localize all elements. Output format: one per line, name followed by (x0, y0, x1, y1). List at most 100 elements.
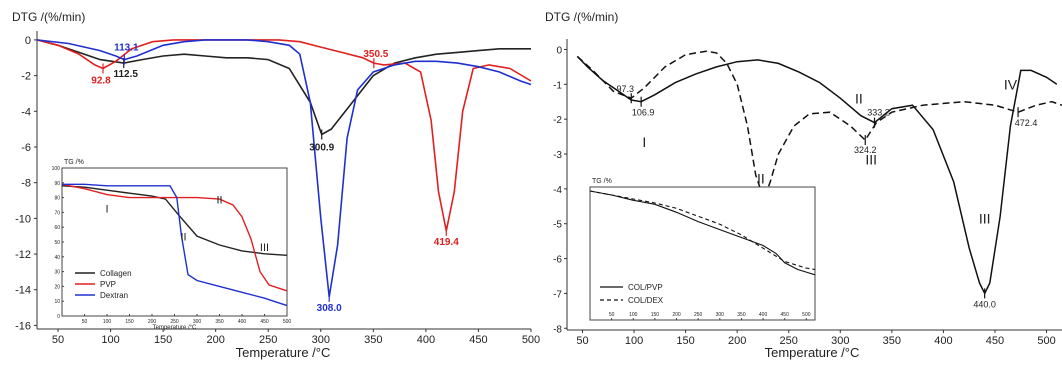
left-inset-y-tick-label: 70 (54, 210, 60, 216)
right-chart: DTG /(%/min) Temperature /°C 0 -1 -2 -3 -4 -5 -6… (545, 10, 1062, 360)
left-peak-label: 113.1 (114, 43, 139, 54)
right-series-line-1 (576, 50, 1062, 202)
left-inset-y-tick-label: 0 (57, 314, 60, 320)
left-inset-x-tick-label: 150 (125, 319, 134, 325)
left-inset-y-tick-label: 20 (54, 284, 60, 290)
left-inset-x-tick-label: 300 (193, 319, 202, 325)
left-inset-x-tick-label: 250 (170, 319, 179, 325)
right-inset-series-line-0 (589, 190, 816, 276)
right-peak-label: 333.2 (867, 108, 890, 118)
right-x-tick-label: 350 (883, 335, 901, 347)
left-x-tick-label: 500 (522, 334, 540, 346)
left-series-line-2 (36, 39, 532, 298)
left-inset-region-label: III (260, 242, 269, 254)
left-x-tick-label: 150 (154, 334, 172, 346)
right-inset-x-tick-label: 50 (609, 312, 615, 318)
left-peak-label: 308.0 (317, 303, 342, 314)
left-chart: DTG /(%/min) Temperature /°C 0 -2 -4 -6 -8 -10 -… (12, 10, 540, 360)
left-peak-label: 92.8 (91, 75, 111, 86)
left-x-tick-label: 450 (469, 334, 487, 346)
right-inset: TG /% 50 100 150 200 250 300 350 400 450 500 COL/PV… (589, 178, 816, 321)
right-inset-legend-label: COL/DEX (628, 296, 664, 305)
right-region-label: III (865, 151, 877, 167)
right-region-label: II (855, 90, 863, 106)
left-inset-x-tick-label: 350 (215, 319, 224, 325)
left-x-tick-label: 400 (417, 334, 435, 346)
right-y-tick-label: -8 (553, 324, 562, 335)
left-inset-y-tick-label: 60 (54, 225, 60, 231)
right-x-tick-label: 400 (934, 335, 952, 347)
left-y-tick-label: -4 (21, 106, 31, 118)
left-inset-x-tick-label: 100 (103, 319, 112, 325)
left-inset-y-tick-label: 90 (54, 181, 60, 187)
right-series-line-0 (576, 55, 1058, 296)
right-x-tick-label: 450 (986, 335, 1004, 347)
right-y-tick-label: 0 (556, 45, 562, 56)
right-peak-label: 472.4 (1015, 118, 1038, 128)
left-inset-x-label: Temperature /°C (153, 325, 197, 331)
left-y-tick-label: -14 (15, 285, 31, 297)
right-inset-x-tick-label: 250 (694, 312, 703, 318)
left-y-tick-label: -6 (21, 142, 31, 154)
right-inset-x-tick-label: 150 (651, 312, 660, 318)
left-inset-x-tick-label: 50 (82, 319, 88, 325)
left-inset-y-label: TG /% (64, 159, 84, 166)
left-x-axis-label: Temperature /°C (236, 345, 331, 360)
left-x-tick-label: 50 (52, 334, 64, 346)
left-y-tick-label: -12 (15, 249, 31, 261)
left-peak-label: 419.4 (434, 237, 459, 248)
left-x-tick-label: 250 (259, 334, 277, 346)
left-peak-label: 112.5 (113, 69, 138, 80)
left-inset-series-line-2 (62, 183, 288, 307)
right-y-tick-label: -7 (553, 289, 562, 300)
right-inset-y-label: TG /% (592, 178, 612, 185)
right-region-label: III (979, 211, 991, 227)
right-x-tick-label: 200 (728, 335, 746, 347)
left-peak-label: 350.5 (363, 49, 388, 60)
right-peak-label: 97.3 (616, 84, 634, 94)
right-inset-x-tick-label: 450 (781, 312, 790, 318)
left-x-tick-label: 200 (207, 334, 225, 346)
left-y-tick-label: -8 (21, 178, 31, 190)
right-y-tick-label: -2 (553, 115, 562, 126)
right-x-tick-label: 50 (576, 335, 588, 347)
left-inset-legend-label: Collagen (100, 269, 132, 278)
left-y-tick-label: -16 (15, 320, 31, 332)
left-inset-x-tick-label: 450 (260, 319, 269, 325)
left-inset-region-label: I (105, 203, 108, 215)
right-peak-label: 106.9 (632, 108, 655, 118)
right-inset-series-line-1 (589, 190, 816, 271)
left-inset-region-label: II (216, 195, 222, 207)
left-inset-y-tick-label: 80 (54, 196, 60, 202)
left-inset-legend-label: PVP (100, 280, 116, 289)
left-inset-y-tick-label: 10 (54, 299, 60, 305)
left-inset-series-line-0 (61, 185, 288, 256)
left-inset-series-line-1 (61, 183, 288, 292)
left-x-tick-label: 300 (312, 334, 330, 346)
right-inset-x-tick-label: 500 (802, 312, 811, 318)
left-x-tick-label: 350 (364, 334, 382, 346)
left-inset-legend-label: Dextran (100, 291, 128, 300)
right-inset-x-tick-label: 300 (716, 312, 725, 318)
left-series-line-1 (36, 39, 532, 232)
right-inset-x-tick-label: 200 (672, 312, 681, 318)
right-x-tick-label: 150 (676, 335, 694, 347)
left-x-tick-label: 100 (101, 334, 119, 346)
right-y-tick-label: -5 (553, 220, 562, 231)
left-inset-y-tick-label: 50 (54, 240, 60, 246)
right-y-tick-label: -3 (553, 150, 562, 161)
right-peak-label: 440.0 (973, 299, 996, 309)
left-y-tick-label: -10 (15, 213, 31, 225)
left-peak-label: 300.9 (309, 142, 334, 153)
right-inset-x-tick-label: 100 (629, 312, 638, 318)
left-y-tick-label: -2 (21, 71, 31, 83)
right-x-tick-label: 500 (1037, 335, 1055, 347)
right-peak-label: 324.2 (854, 145, 877, 155)
left-inset-x-tick-label: 400 (238, 319, 247, 325)
right-x-tick-label: 250 (780, 335, 798, 347)
right-x-axis-label: Temperature /°C (765, 345, 860, 360)
left-inset-frame (61, 167, 288, 317)
left-inset-x-tick-label: 200 (148, 319, 157, 325)
